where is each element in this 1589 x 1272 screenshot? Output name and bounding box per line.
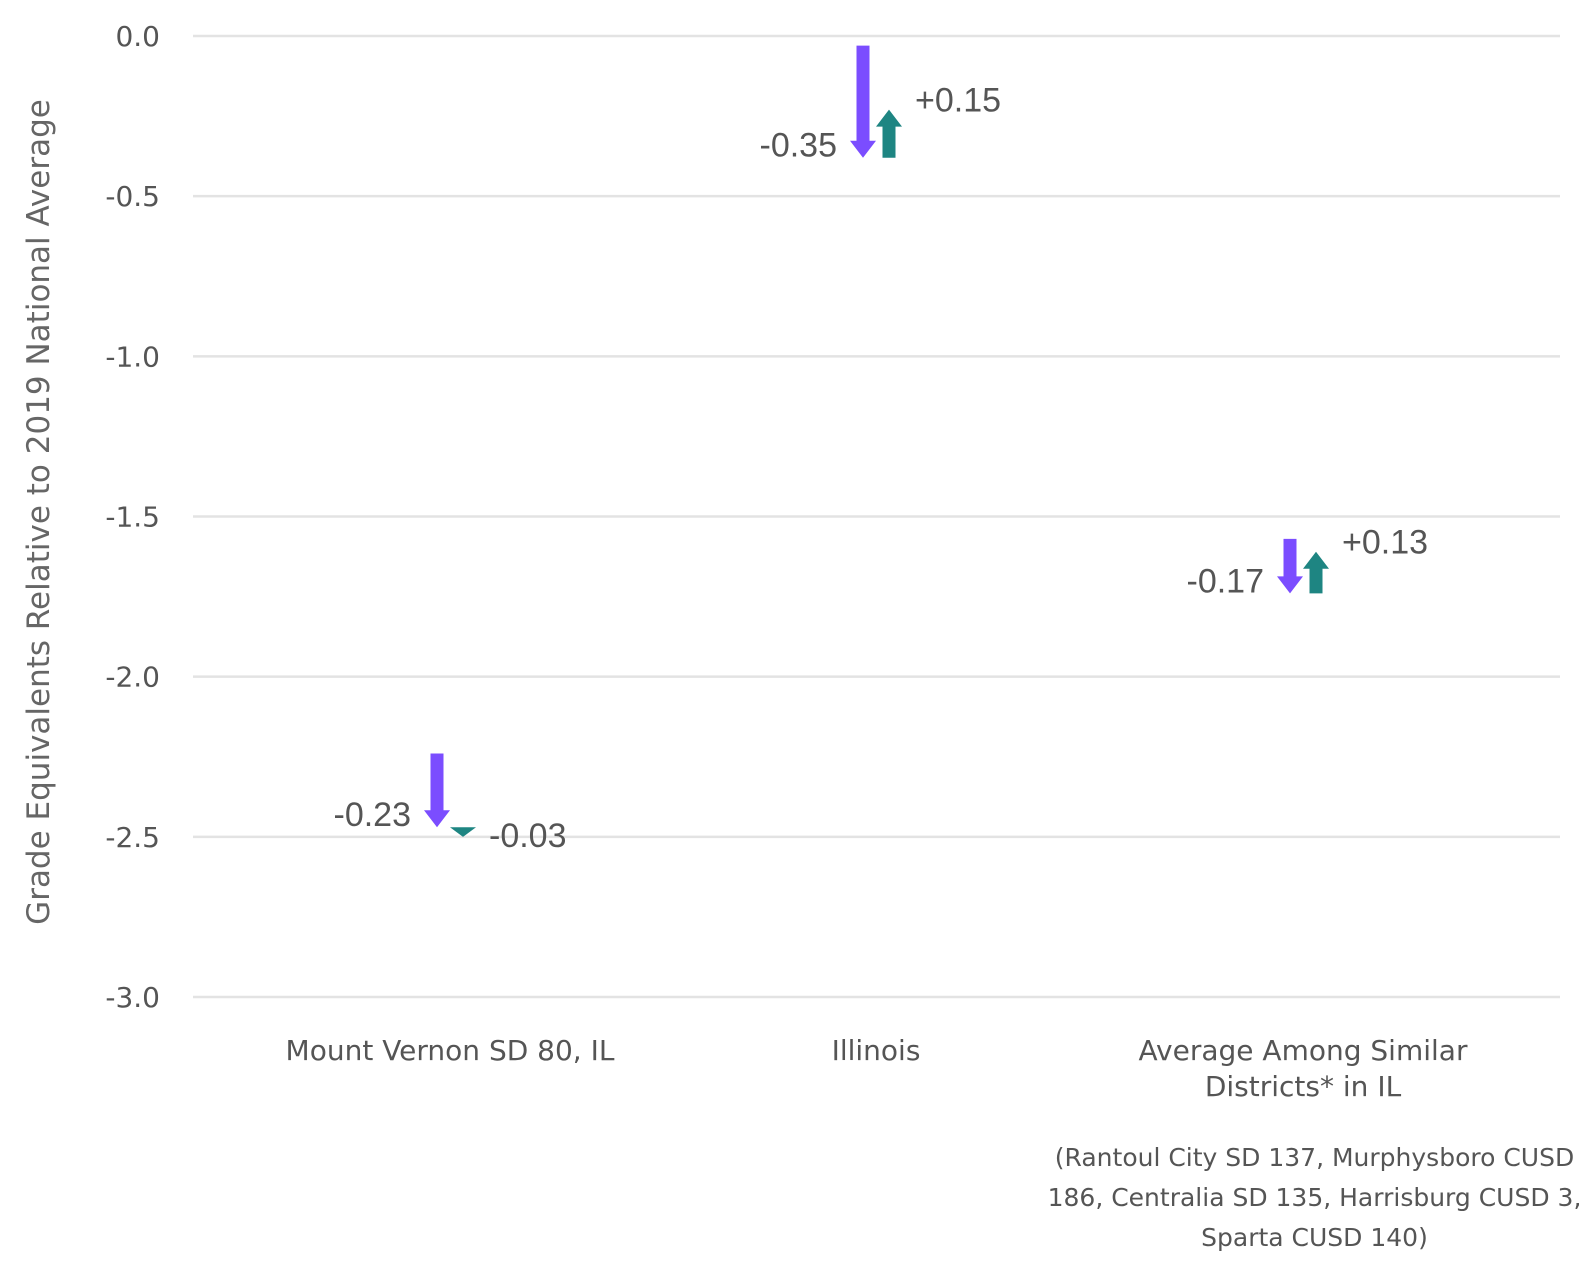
- y-axis: 0.0 -0.5 -1.0 -1.5 -2.0 -2.5 -3.0: [105, 20, 160, 1014]
- y-axis-label: Grade Equivalents Relative to 2019 Natio…: [21, 99, 57, 925]
- y-tick-label: -1.5: [105, 501, 160, 534]
- footnote-line: (Rantoul City SD 137, Murphysboro CUSD: [1054, 1143, 1575, 1172]
- x-tick-label: Districts* in IL: [1205, 1070, 1402, 1103]
- change-arrow-teal: [450, 827, 476, 837]
- x-tick-label: Mount Vernon SD 80, IL: [286, 1034, 615, 1067]
- x-tick-label: Average Among Similar: [1139, 1034, 1468, 1067]
- arrows: -0.23 -0.35 -0.17 -0.03 +0.15 +0.13: [334, 45, 1428, 855]
- footnote: (Rantoul City SD 137, Murphysboro CUSD 1…: [1040, 1138, 1589, 1258]
- data-label: -0.17: [1187, 562, 1265, 600]
- y-tick-label: 0.0: [115, 20, 160, 53]
- data-label: -0.23: [334, 796, 412, 834]
- data-label: -0.03: [489, 817, 567, 855]
- data-label: +0.15: [915, 82, 1001, 120]
- y-tick-label: -2.0: [105, 661, 160, 694]
- x-tick-label: Illinois: [832, 1034, 921, 1067]
- data-label: -0.35: [760, 127, 838, 165]
- footnote-line: 186, Centralia SD 135, Harrisburg CUSD 3…: [1047, 1183, 1582, 1212]
- change-arrow-purple: [1277, 538, 1303, 594]
- data-label: +0.13: [1342, 524, 1428, 562]
- change-arrow-purple: [850, 45, 876, 158]
- change-arrow-purple: [424, 753, 450, 828]
- change-arrow-teal: [1303, 551, 1329, 594]
- y-tick-label: -1.0: [105, 340, 160, 373]
- y-tick-label: -2.5: [105, 821, 160, 854]
- x-axis: Mount Vernon SD 80, IL Illinois Average Am…: [286, 1034, 1468, 1103]
- gridlines: [193, 34, 1560, 999]
- y-tick-label: -0.5: [105, 180, 160, 213]
- change-arrow-teal: [876, 109, 902, 158]
- y-tick-label: -3.0: [105, 981, 160, 1014]
- footnote-line: Sparta CUSD 140): [1201, 1223, 1428, 1252]
